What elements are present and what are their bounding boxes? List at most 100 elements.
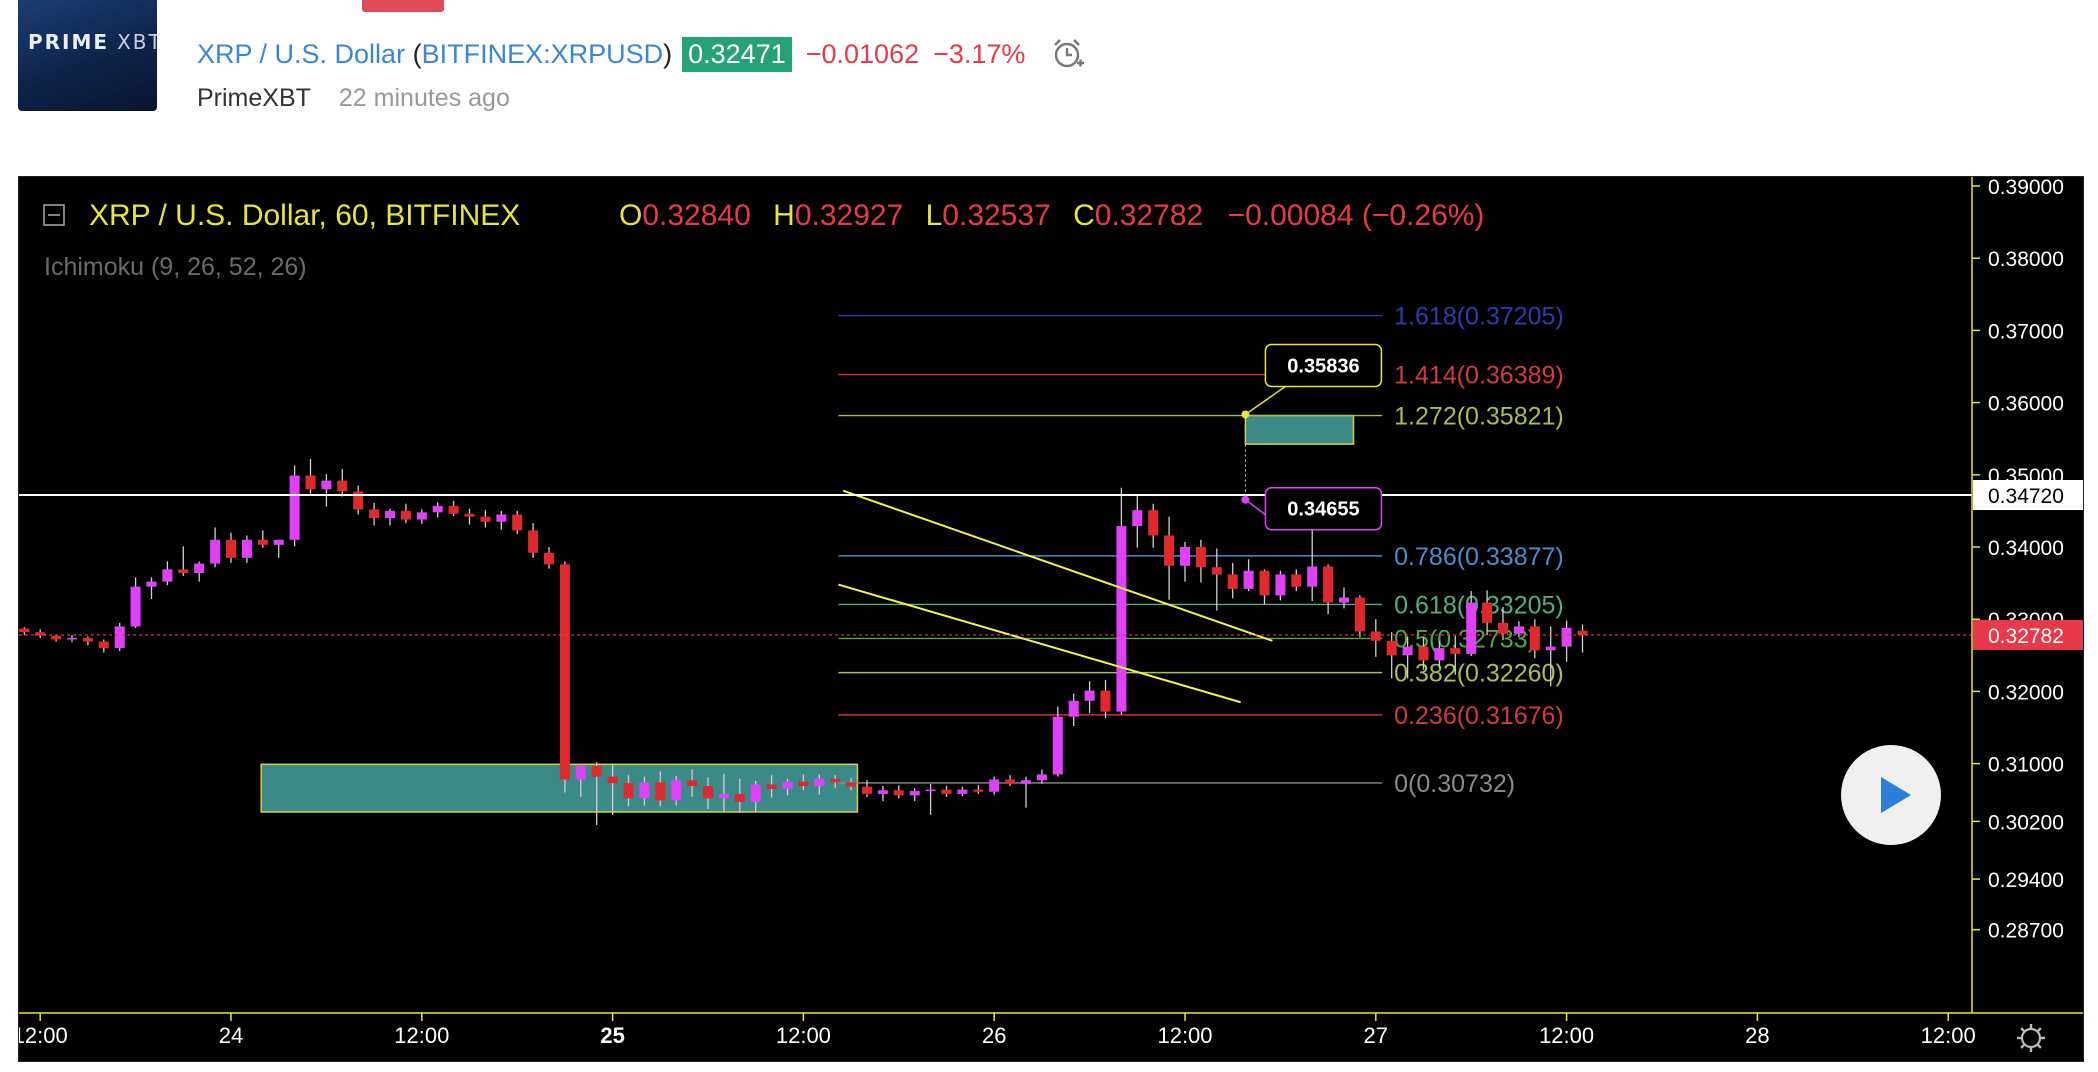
candle[interactable]: [575, 765, 586, 797]
candlestick-chart[interactable]: 1.618(0.37205) 1.414(0.36389) 1.272(0.3582…: [13, 176, 2083, 1061]
candle[interactable]: [67, 635, 77, 643]
candle[interactable]: [496, 510, 507, 530]
candle[interactable]: [464, 508, 475, 525]
candle[interactable]: [862, 780, 872, 797]
candle[interactable]: [400, 503, 411, 524]
candle[interactable]: [1370, 619, 1381, 657]
candle[interactable]: [830, 775, 841, 789]
candle[interactable]: [1259, 569, 1270, 605]
candle[interactable]: [98, 639, 109, 653]
candle[interactable]: [989, 776, 1000, 795]
candle[interactable]: [194, 561, 205, 582]
candle[interactable]: [814, 774, 825, 795]
candle[interactable]: [369, 502, 380, 526]
candle[interactable]: [798, 774, 809, 791]
candle[interactable]: [210, 527, 221, 568]
candle[interactable]: [1211, 548, 1222, 611]
candle[interactable]: [925, 783, 936, 815]
candle[interactable]: [782, 778, 793, 796]
candle[interactable]: [591, 762, 602, 825]
candle[interactable]: [639, 776, 650, 806]
candle[interactable]: [448, 500, 459, 516]
candle[interactable]: [1275, 570, 1286, 601]
candle[interactable]: [671, 775, 682, 806]
candle[interactable]: [337, 469, 348, 497]
candle[interactable]: [718, 773, 729, 812]
candle[interactable]: [957, 786, 968, 797]
candle[interactable]: [1021, 776, 1031, 808]
candle[interactable]: [750, 780, 761, 812]
candle[interactable]: [1450, 635, 1461, 675]
exchange-ticker-link[interactable]: BITFINEX:XRPUSD: [421, 38, 664, 69]
candle[interactable]: [1068, 693, 1079, 727]
candle[interactable]: [1164, 516, 1175, 600]
candle[interactable]: [655, 771, 666, 807]
candle[interactable]: [82, 636, 93, 646]
candle[interactable]: [1036, 769, 1047, 784]
price-callout-box[interactable]: [1264, 486, 1383, 531]
candle[interactable]: [241, 535, 252, 563]
candle[interactable]: [1323, 564, 1334, 615]
candle[interactable]: [1418, 637, 1429, 670]
candle[interactable]: [766, 775, 777, 798]
candle[interactable]: [1084, 681, 1095, 714]
candle[interactable]: [289, 465, 300, 547]
candle[interactable]: [528, 523, 539, 558]
candle[interactable]: [114, 622, 125, 651]
candle[interactable]: [877, 785, 888, 802]
candle[interactable]: [321, 474, 332, 507]
candle[interactable]: [909, 788, 920, 802]
candle[interactable]: [1291, 569, 1302, 592]
candle[interactable]: [846, 778, 857, 791]
author-logo[interactable]: PRIME XBT: [18, 0, 161, 111]
candle[interactable]: [1386, 632, 1397, 679]
candle[interactable]: [1148, 503, 1159, 548]
candle[interactable]: [1243, 559, 1254, 592]
candle[interactable]: [353, 485, 364, 515]
indicator-label[interactable]: Ichimoku (9, 26, 52, 26): [44, 253, 307, 281]
candle[interactable]: [273, 539, 284, 558]
candle[interactable]: [1561, 620, 1572, 662]
candle[interactable]: [734, 778, 745, 813]
author-name[interactable]: PrimeXBT: [197, 84, 311, 112]
candle[interactable]: [35, 629, 46, 638]
play-button[interactable]: [1841, 745, 1941, 845]
candle[interactable]: [19, 627, 30, 636]
candle[interactable]: [544, 547, 554, 569]
candle[interactable]: [973, 785, 984, 794]
candle[interactable]: [1577, 624, 1588, 653]
candle[interactable]: [385, 508, 395, 526]
candle[interactable]: [1005, 775, 1016, 786]
candle[interactable]: [1434, 640, 1445, 667]
candle[interactable]: [1354, 595, 1365, 638]
candle[interactable]: [1529, 619, 1540, 659]
candle[interactable]: [257, 530, 268, 548]
candle[interactable]: [559, 561, 570, 793]
candle[interactable]: [1402, 636, 1413, 679]
candle[interactable]: [51, 635, 62, 642]
candle[interactable]: [1180, 541, 1190, 582]
collapse-legend-icon[interactable]: [43, 204, 65, 226]
candle[interactable]: [130, 577, 141, 628]
candle[interactable]: [1307, 526, 1318, 602]
candle[interactable]: [226, 532, 236, 563]
target-zone-box[interactable]: [1244, 414, 1355, 445]
gear-icon[interactable]: [2017, 1024, 2045, 1052]
candle[interactable]: [1482, 590, 1493, 636]
candle[interactable]: [1466, 591, 1477, 657]
candle[interactable]: [1227, 562, 1238, 599]
candle[interactable]: [416, 509, 427, 524]
candle[interactable]: [480, 510, 491, 528]
candle[interactable]: [1545, 626, 1556, 687]
alarm-clock-icon[interactable]: [1051, 37, 1085, 71]
candle[interactable]: [623, 775, 634, 807]
chart-panel[interactable]: 1.618(0.37205) 1.414(0.36389) 1.272(0.3582…: [13, 176, 2084, 1062]
candle[interactable]: [1132, 495, 1143, 548]
candle[interactable]: [512, 510, 523, 535]
candle[interactable]: [687, 769, 698, 797]
candle[interactable]: [941, 785, 952, 797]
trend-line[interactable]: [842, 489, 1273, 642]
candle[interactable]: [703, 777, 713, 810]
candle[interactable]: [607, 763, 618, 815]
candle[interactable]: [1195, 539, 1206, 583]
